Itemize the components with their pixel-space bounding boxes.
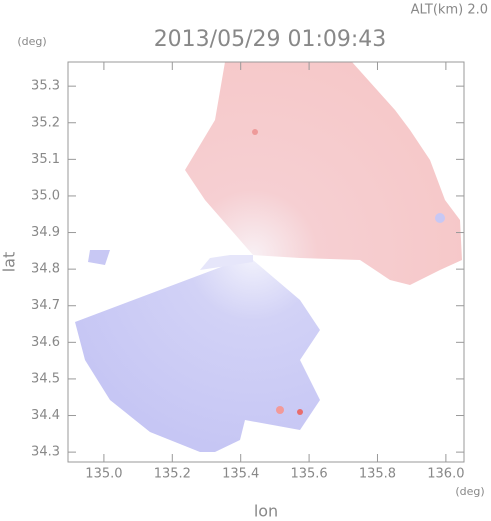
altitude-label: ALT(km) 2.0	[411, 3, 488, 18]
x-tick-label: 135.8	[359, 467, 396, 482]
x-tick-label: 135.4	[222, 467, 259, 482]
x-tick-label: 135.6	[290, 467, 327, 482]
y-tick-label: 34.8	[31, 262, 60, 277]
x-unit: (deg)	[455, 485, 484, 498]
y-tick-label: 35.1	[31, 152, 60, 167]
y-tick-label: 35.0	[31, 188, 60, 203]
y-unit: (deg)	[17, 35, 46, 48]
x-axis-label: lon	[254, 502, 278, 521]
x-tick-label: 136.0	[427, 467, 464, 482]
y-tick-label: 34.7	[31, 298, 60, 313]
y-tick-label: 34.4	[31, 408, 60, 423]
y-tick-label: 34.6	[31, 335, 60, 350]
y-tick-label: 34.3	[31, 445, 60, 460]
chart-title: 2013/05/29 01:09:43	[154, 27, 387, 52]
y-tick-label: 35.2	[31, 115, 60, 130]
x-tick-label: 135.0	[85, 467, 122, 482]
y-tick-label: 34.5	[31, 371, 60, 386]
y-axis-label: lat	[0, 252, 19, 273]
radar-field	[75, 62, 462, 452]
y-tick-label: 35.3	[31, 79, 60, 94]
y-tick-label: 34.9	[31, 225, 60, 240]
plot-frame	[67, 61, 465, 463]
x-tick-label: 135.2	[154, 467, 191, 482]
